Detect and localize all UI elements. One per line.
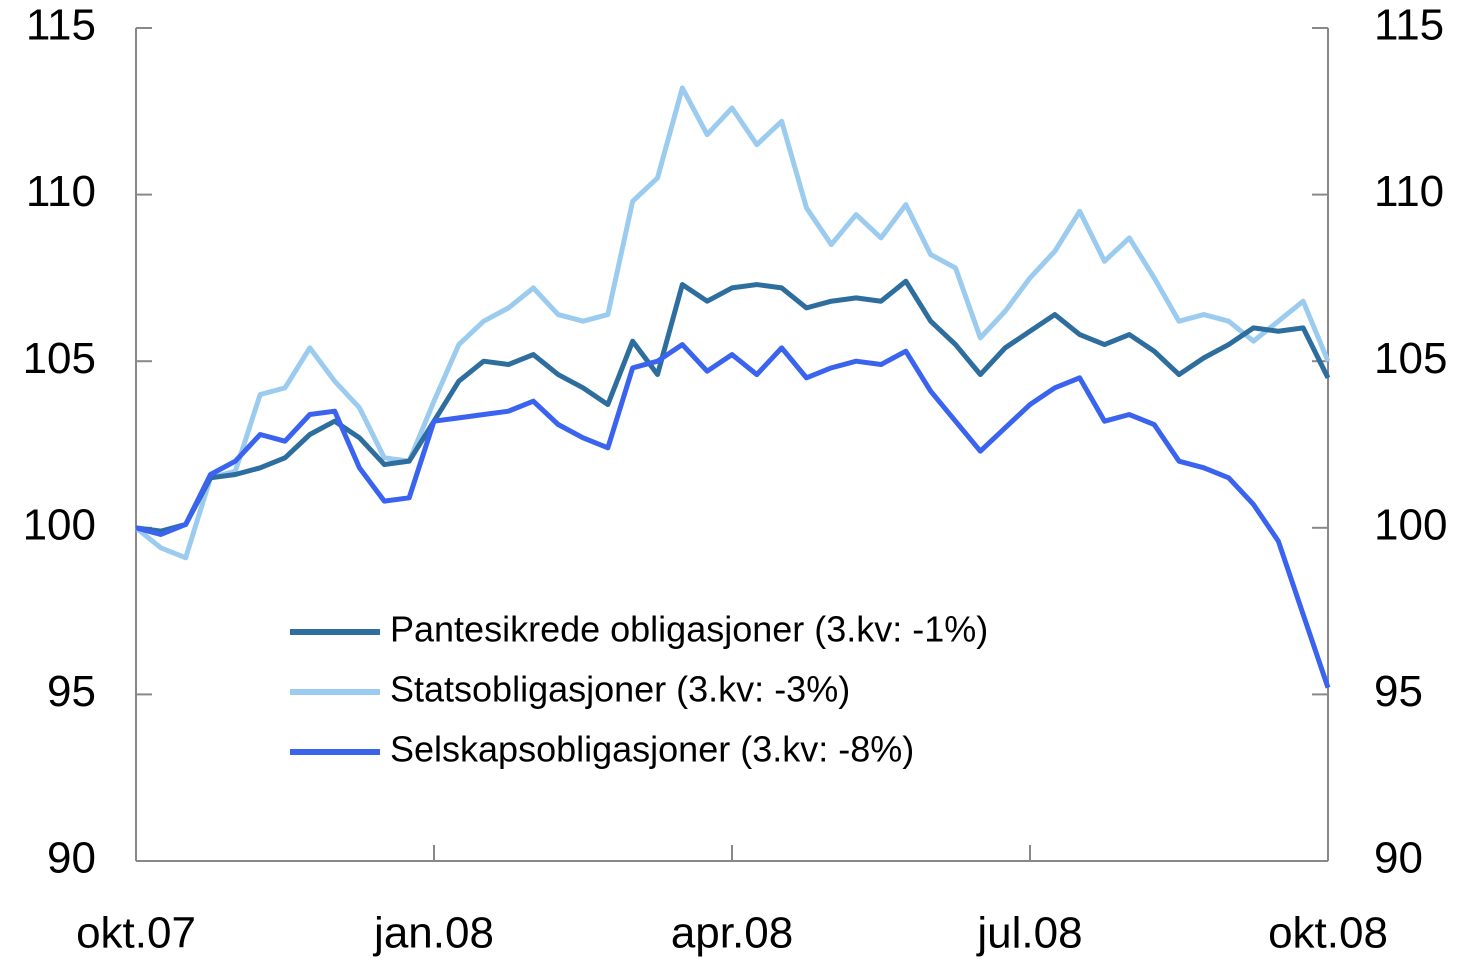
y-tick-label: 95 [47,667,96,716]
y-tick-label: 115 [26,1,96,50]
legend-label: Selskapsobligasjoner (3.kv: -8%) [390,729,914,770]
x-tick-label: jul.08 [975,909,1082,958]
y-tick-label: 110 [26,167,96,216]
legend-label: Statsobligasjoner (3.kv: -3%) [390,669,850,710]
x-tick-label: okt.07 [76,909,196,958]
y2-tick-label: 95 [1374,667,1423,716]
y-tick-label: 105 [23,334,96,383]
line-series [134,85,1331,561]
line-series [135,342,1331,689]
x-tick-label: apr.08 [671,909,793,958]
y2-tick-label: 90 [1374,834,1423,883]
x-tick-label: jan.08 [372,909,494,958]
y2-tick-label: 105 [1374,334,1447,383]
y2-tick-label: 110 [1374,167,1444,216]
line-series [135,278,1331,534]
y-tick-label: 100 [23,500,96,549]
y2-tick-label: 100 [1374,500,1447,549]
x-tick-label: okt.08 [1268,909,1388,958]
legend-label: Pantesikrede obligasjoner (3.kv: -1%) [390,609,988,650]
y2-tick-label: 115 [1374,1,1444,50]
y-tick-label: 90 [47,834,96,883]
